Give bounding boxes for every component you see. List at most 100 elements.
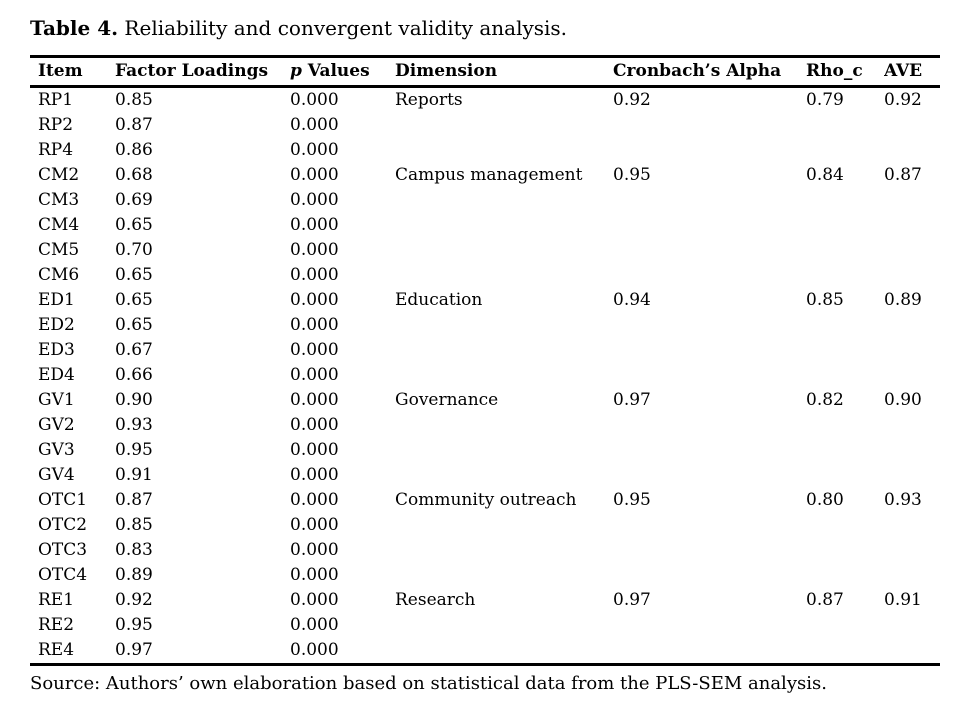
cell-factor-loading: 0.67 — [115, 340, 153, 360]
table-title-text: Reliability and convergent validity anal… — [118, 16, 568, 40]
cell-rho-c — [806, 338, 884, 363]
table-row: ED4 0.66 0.000 — [30, 363, 940, 388]
cell-factor-loading: 0.65 — [115, 315, 153, 335]
cell-factor-loading: 0.85 — [115, 515, 153, 535]
cell-ave — [884, 513, 940, 538]
cell-ave: 0.92 — [884, 90, 922, 110]
cell-cronbachs-alpha: 0.97 — [613, 390, 651, 410]
cell-factor-loading: 0.83 — [115, 540, 153, 560]
column-header-p-values: p Values — [290, 56, 395, 88]
cell-item: GV4 — [38, 465, 75, 485]
cell-dimension — [395, 213, 613, 238]
cell-item: CM6 — [38, 265, 80, 285]
cell-ave — [884, 213, 940, 238]
cell-item: RP2 — [38, 115, 74, 135]
cell-rho-c: 0.82 — [806, 390, 844, 410]
cell-factor-loading: 0.70 — [115, 240, 153, 260]
cell-dimension — [395, 638, 613, 665]
cell-ave — [884, 138, 940, 163]
table-row: CM3 0.69 0.000 — [30, 188, 940, 213]
cell-ave — [884, 313, 940, 338]
cell-dimension — [395, 238, 613, 263]
cell-dimension: Education — [395, 290, 483, 310]
cell-item: CM2 — [38, 165, 80, 185]
cell-rho-c — [806, 238, 884, 263]
cell-factor-loading: 0.65 — [115, 290, 153, 310]
table-row: OTC1 0.87 0.000 Community outreach 0.95 0.80 0… — [30, 488, 940, 513]
cell-cronbachs-alpha: 0.95 — [613, 490, 651, 510]
cell-dimension: Community outreach — [395, 490, 577, 510]
header-row: Item Factor Loadings p Values Dimension … — [30, 56, 940, 88]
cell-item: ED4 — [38, 365, 75, 385]
cell-cronbachs-alpha — [613, 538, 806, 563]
cell-item: CM5 — [38, 240, 80, 260]
cell-ave — [884, 413, 940, 438]
cell-ave — [884, 238, 940, 263]
table-row: CM2 0.68 0.000 Campus management 0.95 0.84 0.8… — [30, 163, 940, 188]
cell-p-value: 0.000 — [290, 490, 339, 510]
cell-item: RP1 — [38, 90, 74, 110]
cell-dimension — [395, 363, 613, 388]
column-header-item: Item — [30, 56, 115, 88]
source-note: Source: Authors’ own elaboration based o… — [30, 673, 827, 694]
cell-ave — [884, 363, 940, 388]
cell-rho-c — [806, 188, 884, 213]
cell-dimension — [395, 313, 613, 338]
cell-factor-loading: 0.85 — [115, 90, 153, 110]
cell-item: ED1 — [38, 290, 75, 310]
cell-cronbachs-alpha — [613, 188, 806, 213]
cell-dimension — [395, 138, 613, 163]
table-row: ED2 0.65 0.000 — [30, 313, 940, 338]
cell-p-value: 0.000 — [290, 115, 339, 135]
cell-factor-loading: 0.68 — [115, 165, 153, 185]
cell-dimension — [395, 438, 613, 463]
cell-rho-c — [806, 638, 884, 665]
cell-rho-c — [806, 438, 884, 463]
cell-dimension — [395, 513, 613, 538]
cell-item: GV3 — [38, 440, 75, 460]
cell-p-value: 0.000 — [290, 565, 339, 585]
cell-item: OTC1 — [38, 490, 88, 510]
cell-dimension — [395, 263, 613, 288]
column-header-factor-loadings: Factor Loadings — [115, 56, 290, 88]
cell-factor-loading: 0.90 — [115, 390, 153, 410]
cell-dimension — [395, 613, 613, 638]
cell-item: CM4 — [38, 215, 80, 235]
cell-cronbachs-alpha — [613, 263, 806, 288]
cell-dimension — [395, 563, 613, 588]
cell-cronbachs-alpha — [613, 613, 806, 638]
cell-item: OTC4 — [38, 565, 88, 585]
cell-p-value: 0.000 — [290, 615, 339, 635]
cell-ave — [884, 563, 940, 588]
column-header-rho-c: Rho_c — [806, 56, 884, 88]
cell-cronbachs-alpha: 0.97 — [613, 590, 651, 610]
table-row: GV1 0.90 0.000 Governance 0.97 0.82 0.90 — [30, 388, 940, 413]
cell-factor-loading: 0.65 — [115, 265, 153, 285]
cell-cronbachs-alpha — [613, 563, 806, 588]
cell-p-value: 0.000 — [290, 340, 339, 360]
cell-factor-loading: 0.66 — [115, 365, 153, 385]
table-row: ED3 0.67 0.000 — [30, 338, 940, 363]
cell-p-value: 0.000 — [290, 265, 339, 285]
cell-rho-c — [806, 313, 884, 338]
cell-item: RE4 — [38, 640, 75, 660]
cell-p-value: 0.000 — [290, 165, 339, 185]
cell-ave: 0.87 — [884, 165, 922, 185]
cell-ave: 0.90 — [884, 390, 922, 410]
cell-p-value: 0.000 — [290, 315, 339, 335]
cell-dimension — [395, 463, 613, 488]
cell-rho-c — [806, 463, 884, 488]
cell-rho-c — [806, 563, 884, 588]
cell-p-value: 0.000 — [290, 290, 339, 310]
cell-rho-c — [806, 263, 884, 288]
table-title: Table 4. Reliability and convergent vali… — [30, 13, 940, 43]
cell-ave — [884, 188, 940, 213]
cell-rho-c — [806, 213, 884, 238]
cell-cronbachs-alpha — [613, 313, 806, 338]
cell-item: OTC3 — [38, 540, 88, 560]
table-row: CM4 0.65 0.000 — [30, 213, 940, 238]
cell-cronbachs-alpha: 0.95 — [613, 165, 651, 185]
cell-dimension: Research — [395, 590, 476, 610]
cell-p-value: 0.000 — [290, 515, 339, 535]
table-row: RE4 0.97 0.000 — [30, 638, 940, 665]
